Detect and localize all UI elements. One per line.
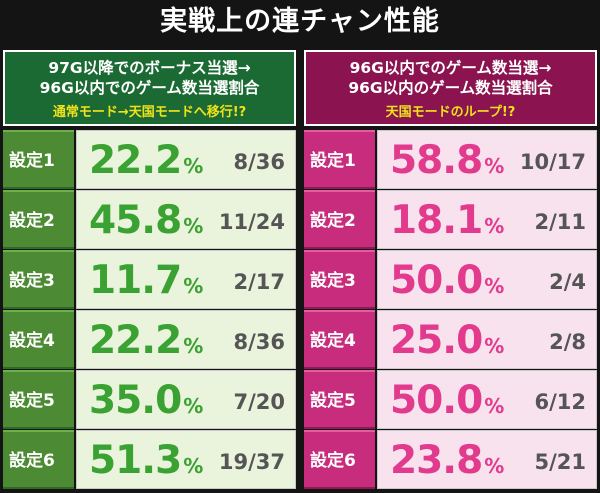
rate-value: 18.1% <box>390 194 504 247</box>
percent-sign: % <box>484 334 505 358</box>
rate-cell: 18.1% 2/11 <box>377 190 597 249</box>
percent-sign: % <box>183 334 204 358</box>
setting-label: 設定4 <box>3 310 74 369</box>
left-header-line1: 97G以降でのボーナス当選→ <box>48 59 251 77</box>
left-row-setting-2: 設定2 45.8% 11/24 <box>3 190 296 249</box>
rate-fraction: 5/21 <box>534 450 586 474</box>
rate-value: 22.2% <box>89 134 203 187</box>
right-header-subtitle: 天国モードのループ!? <box>385 105 516 120</box>
percent-sign: % <box>484 454 505 478</box>
setting-label: 設定5 <box>3 370 74 429</box>
rate-value: 25.0% <box>390 314 504 367</box>
percent-sign: % <box>183 274 204 298</box>
rate-value: 51.3% <box>89 434 203 487</box>
rate-fraction: 7/20 <box>233 390 285 414</box>
rate-fraction: 19/37 <box>218 450 285 474</box>
rate-fraction: 8/36 <box>233 150 285 174</box>
rate-value: 58.8% <box>390 134 504 187</box>
rate-cell: 50.0% 6/12 <box>377 370 597 429</box>
setting-label: 設定2 <box>304 190 375 249</box>
left-panel: 97G以降でのボーナス当選→ 96G以内でのゲーム数当選割合 通常モード→天国モ… <box>3 50 296 489</box>
rate-fraction: 11/24 <box>218 210 285 234</box>
rate-value: 35.0% <box>89 374 203 427</box>
right-row-setting-1: 設定1 58.8% 10/17 <box>304 130 597 189</box>
percent-sign: % <box>183 214 204 238</box>
rate-fraction: 2/11 <box>534 210 586 234</box>
rate-cell: 22.2% 8/36 <box>76 130 296 189</box>
setting-label: 設定6 <box>304 430 375 489</box>
rate-number: 58.8 <box>390 138 483 183</box>
right-row-setting-4: 設定4 25.0% 2/8 <box>304 310 597 369</box>
rate-value: 23.8% <box>390 434 504 487</box>
left-row-setting-1: 設定1 22.2% 8/36 <box>3 130 296 189</box>
rate-number: 51.3 <box>89 438 182 483</box>
rate-cell: 50.0% 2/4 <box>377 250 597 309</box>
setting-label: 設定3 <box>3 250 74 309</box>
rate-fraction: 6/12 <box>534 390 586 414</box>
rate-cell: 45.8% 11/24 <box>76 190 296 249</box>
percent-sign: % <box>183 454 204 478</box>
right-row-setting-3: 設定3 50.0% 2/4 <box>304 250 597 309</box>
rate-fraction: 2/17 <box>233 270 285 294</box>
rate-cell: 35.0% 7/20 <box>76 370 296 429</box>
setting-label: 設定1 <box>3 130 74 189</box>
right-panel: 96G以内でのゲーム数当選→ 96G以内のゲーム数当選割合 天国モードのループ!… <box>304 50 597 489</box>
left-header-line2: 96G以内でのゲーム数当選割合 <box>39 79 260 97</box>
rate-value: 11.7% <box>89 254 203 307</box>
percent-sign: % <box>484 154 505 178</box>
left-row-setting-4: 設定4 22.2% 8/36 <box>3 310 296 369</box>
rate-number: 22.2 <box>89 318 182 363</box>
setting-label: 設定1 <box>304 130 375 189</box>
right-panel-header: 96G以内でのゲーム数当選→ 96G以内のゲーム数当選割合 天国モードのループ!… <box>304 50 597 126</box>
rate-number: 45.8 <box>89 198 182 243</box>
rate-fraction: 8/36 <box>233 330 285 354</box>
left-panel-header: 97G以降でのボーナス当選→ 96G以内でのゲーム数当選割合 通常モード→天国モ… <box>3 50 296 126</box>
rate-cell: 25.0% 2/8 <box>377 310 597 369</box>
rate-number: 25.0 <box>390 318 483 363</box>
right-row-setting-5: 設定5 50.0% 6/12 <box>304 370 597 429</box>
rate-number: 22.2 <box>89 138 182 183</box>
percent-sign: % <box>484 394 505 418</box>
setting-label: 設定3 <box>304 250 375 309</box>
rate-cell: 23.8% 5/21 <box>377 430 597 489</box>
rate-fraction: 10/17 <box>519 150 586 174</box>
right-header-line1: 96G以内でのゲーム数当選→ <box>349 59 552 77</box>
right-row-setting-6: 設定6 23.8% 5/21 <box>304 430 597 489</box>
rate-number: 23.8 <box>390 438 483 483</box>
rate-fraction: 2/8 <box>549 330 586 354</box>
rate-number: 50.0 <box>390 378 483 423</box>
rate-number: 50.0 <box>390 258 483 303</box>
right-row-setting-2: 設定2 18.1% 2/11 <box>304 190 597 249</box>
left-row-setting-6: 設定6 51.3% 19/37 <box>3 430 296 489</box>
left-row-setting-5: 設定5 35.0% 7/20 <box>3 370 296 429</box>
rate-cell: 11.7% 2/17 <box>76 250 296 309</box>
setting-label: 設定4 <box>304 310 375 369</box>
rate-fraction: 2/4 <box>549 270 586 294</box>
rate-value: 22.2% <box>89 314 203 367</box>
setting-label: 設定2 <box>3 190 74 249</box>
rate-number: 18.1 <box>390 198 483 243</box>
percent-sign: % <box>183 394 204 418</box>
percent-sign: % <box>484 274 505 298</box>
rate-value: 50.0% <box>390 254 504 307</box>
rate-number: 35.0 <box>89 378 182 423</box>
setting-label: 設定5 <box>304 370 375 429</box>
setting-label: 設定6 <box>3 430 74 489</box>
rate-cell: 51.3% 19/37 <box>76 430 296 489</box>
rate-cell: 58.8% 10/17 <box>377 130 597 189</box>
percent-sign: % <box>484 214 505 238</box>
left-row-setting-3: 設定3 11.7% 2/17 <box>3 250 296 309</box>
right-header-line2: 96G以内のゲーム数当選割合 <box>348 79 553 97</box>
rate-cell: 22.2% 8/36 <box>76 310 296 369</box>
rate-value: 50.0% <box>390 374 504 427</box>
percent-sign: % <box>183 154 204 178</box>
rate-value: 45.8% <box>89 194 203 247</box>
rate-number: 11.7 <box>89 258 182 303</box>
page-title: 実戦上の連チャン性能 <box>160 6 440 37</box>
left-header-subtitle: 通常モード→天国モードへ移行!? <box>52 105 247 120</box>
